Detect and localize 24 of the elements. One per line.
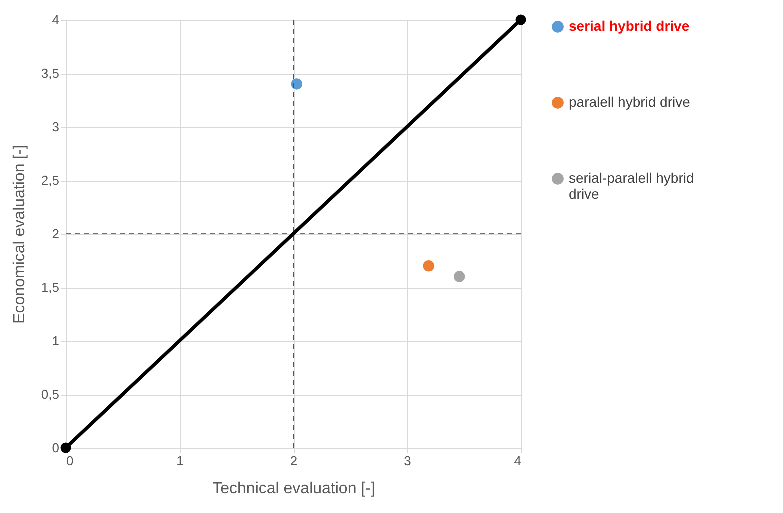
y-axis-title: Economical evaluation [-] — [11, 145, 28, 324]
x-tick-label: 2 — [290, 454, 298, 468]
y-tick-label: 4 — [52, 12, 60, 28]
x-axis-title: Technical evaluation [-] — [212, 480, 376, 498]
point — [290, 78, 304, 90]
point — [516, 14, 526, 26]
y-tick-label: 1 — [52, 334, 60, 348]
y-tick-label: 0 — [52, 440, 60, 456]
point — [60, 442, 72, 454]
y-tick-label: 2,5 — [41, 173, 60, 188]
y-tick-label: 3 — [52, 120, 60, 134]
point — [453, 270, 466, 284]
x-tick-label: 0 — [66, 454, 74, 468]
y-tick-label: 3,5 — [41, 66, 60, 81]
point — [422, 260, 436, 272]
y-tick-label: 2 — [52, 226, 60, 242]
x-tick-label: 1 — [176, 454, 184, 468]
legend-label: serial-paralell hybrid drive — [569, 170, 694, 202]
x-tick-label: 3 — [404, 454, 412, 468]
legend-label: serial hybrid drive — [569, 18, 690, 34]
legend-label: paralell hybrid drive — [569, 94, 691, 110]
y-tick-label: 1,5 — [41, 280, 60, 295]
y-tick-label: 0,5 — [41, 387, 60, 402]
x-tick-label: 4 — [514, 454, 522, 468]
